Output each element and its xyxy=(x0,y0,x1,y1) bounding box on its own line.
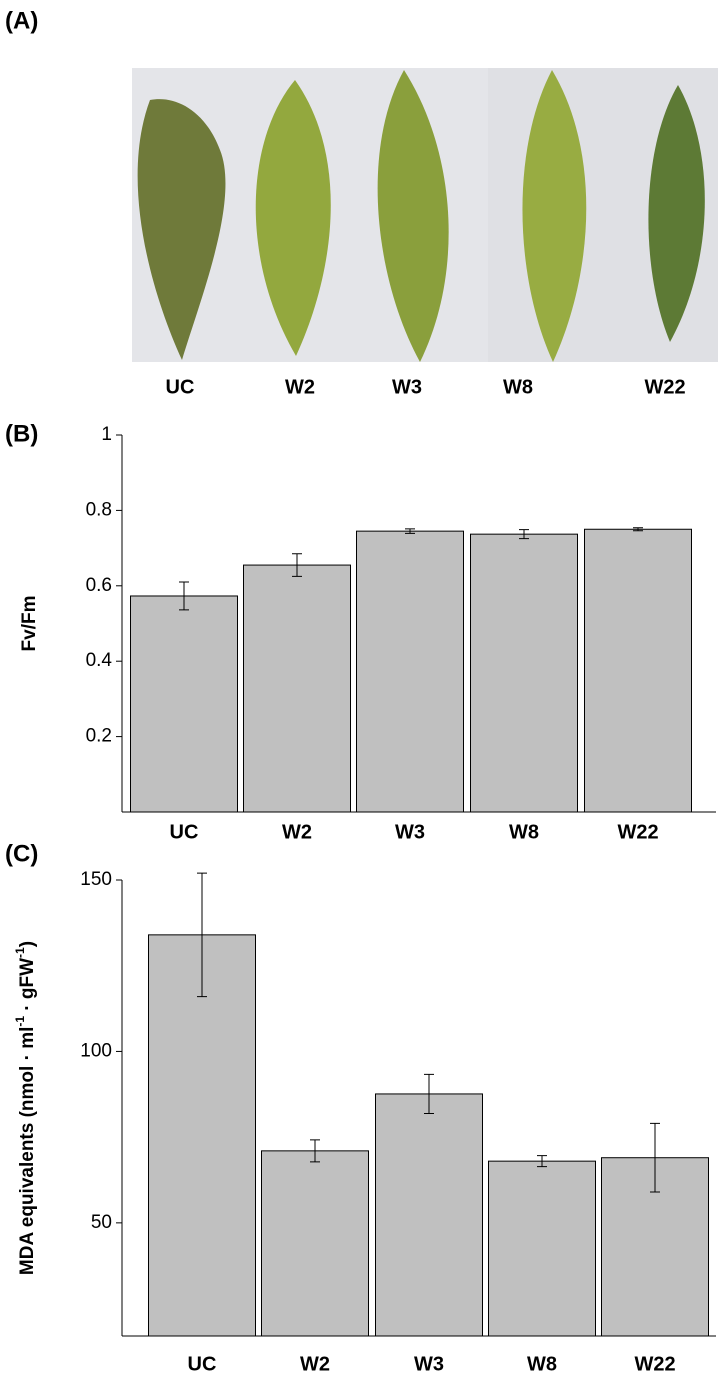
y-tick-label: 50 xyxy=(91,1212,112,1233)
y-tick-label: 1 xyxy=(101,424,112,445)
bar xyxy=(584,528,692,813)
y-axis-label: MDA equivalents (nmol · ml-1 · gFW-1) xyxy=(13,941,38,1275)
bar xyxy=(375,1093,483,1337)
error-bar xyxy=(537,1155,547,1168)
superscript: -1 xyxy=(13,947,27,958)
y-tick-label: 0.6 xyxy=(86,575,112,596)
x-tick-label: W2 xyxy=(282,821,312,843)
error-bar xyxy=(405,528,415,534)
y-axis-label: Fv/Fm xyxy=(19,596,40,652)
y-tick-label: 0.2 xyxy=(86,726,112,747)
bar xyxy=(130,595,238,813)
x-tick-label: W3 xyxy=(414,1353,444,1375)
superscript: -1 xyxy=(13,1016,27,1027)
error-bar xyxy=(179,581,189,611)
photo-caption: W2 xyxy=(285,376,315,398)
bar xyxy=(148,934,256,1337)
x-tick-label: W3 xyxy=(395,821,425,843)
panel-label: (B) xyxy=(5,420,38,447)
error-bar xyxy=(633,527,643,532)
bar xyxy=(243,564,351,813)
x-tick-label: W2 xyxy=(300,1353,330,1375)
error-bar xyxy=(519,529,529,540)
y-tick-label: 0.8 xyxy=(86,499,112,520)
panel-label: (A) xyxy=(5,7,38,34)
x-tick-label: W8 xyxy=(509,821,539,843)
leaf-photo xyxy=(132,68,718,362)
photo-caption: W22 xyxy=(644,376,685,398)
error-bar xyxy=(424,1073,434,1114)
label-part: ) xyxy=(17,941,38,947)
label-part: · gFW xyxy=(17,958,38,1016)
photo-caption: UC xyxy=(166,376,195,398)
x-tick-label: W22 xyxy=(617,821,658,843)
x-tick-label: UC xyxy=(188,1353,217,1375)
y-tick-label: 0.4 xyxy=(86,650,113,671)
error-bar xyxy=(650,1122,660,1193)
bar xyxy=(356,530,464,813)
x-tick-label: W22 xyxy=(634,1353,675,1375)
photo-caption: W3 xyxy=(392,376,422,398)
label-part: MDA equivalents (nmol · ml xyxy=(17,1027,38,1275)
bar xyxy=(261,1150,369,1337)
x-tick-label: UC xyxy=(170,821,199,843)
y-tick-label: 100 xyxy=(80,1040,112,1061)
bar xyxy=(470,533,578,813)
error-bar xyxy=(310,1139,320,1163)
bar xyxy=(488,1160,596,1337)
panel-label: (C) xyxy=(5,840,38,867)
x-tick-label: W8 xyxy=(527,1353,557,1375)
error-bar xyxy=(292,553,302,577)
error-bar xyxy=(197,872,207,998)
photo-caption: W8 xyxy=(503,376,533,398)
y-tick-label: 150 xyxy=(80,869,112,890)
